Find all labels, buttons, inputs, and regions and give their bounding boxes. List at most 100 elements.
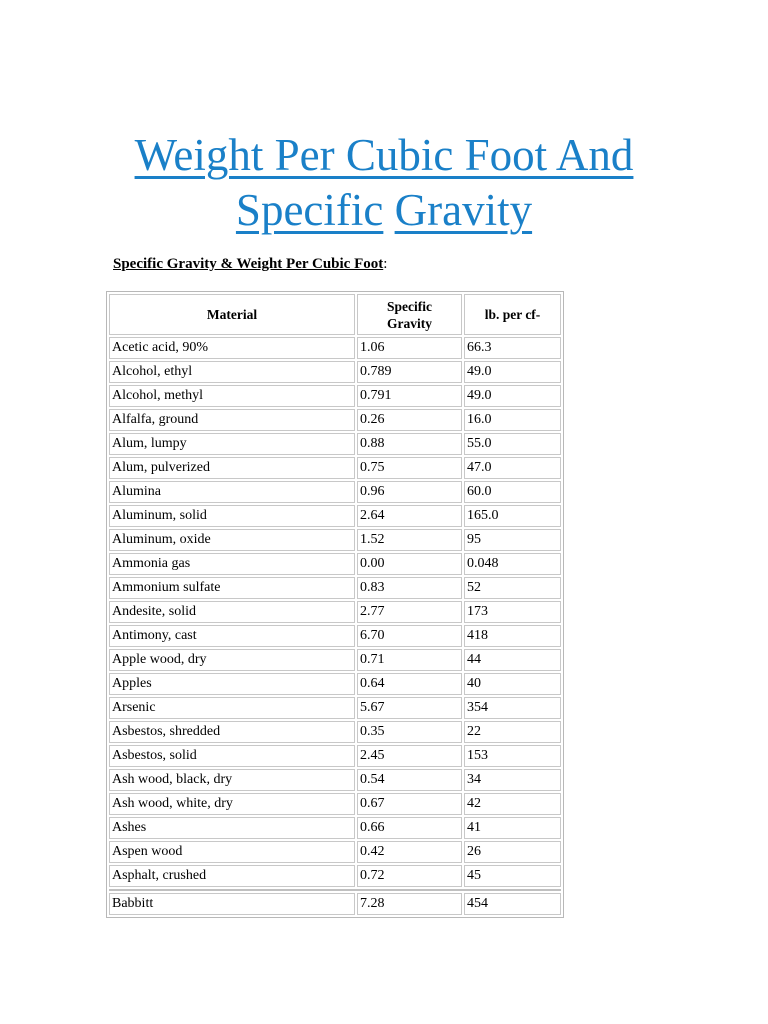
cell-lb-per-cf: 354	[464, 697, 561, 719]
cell-specific-gravity: 0.75	[357, 457, 462, 479]
cell-lb-per-cf: 41	[464, 817, 561, 839]
cell-specific-gravity: 0.26	[357, 409, 462, 431]
table-row: Asphalt, crushed 0.72 45	[109, 865, 561, 887]
cell-lb-per-cf: 60.0	[464, 481, 561, 503]
header-sg-line1: Specific	[387, 298, 432, 314]
cell-specific-gravity: 0.88	[357, 433, 462, 455]
table-caption-text: Specific Gravity & Weight Per Cubic Foot	[113, 256, 384, 272]
cell-lb-per-cf: 0.048	[464, 553, 561, 575]
table-row: Ash wood, black, dry 0.54 34	[109, 769, 561, 791]
cell-lb-per-cf: 34	[464, 769, 561, 791]
header-sg-line2: Gravity	[387, 315, 432, 331]
table-section-break	[109, 889, 561, 891]
cell-specific-gravity: 2.77	[357, 601, 462, 623]
cell-material: Alcohol, ethyl	[109, 361, 355, 383]
table-header-row: Material Specific Gravity lb. per cf-	[109, 294, 561, 335]
table-row: Antimony, cast 6.70 418	[109, 625, 561, 647]
table-section-break-cell	[109, 889, 561, 891]
cell-specific-gravity: 0.54	[357, 769, 462, 791]
cell-specific-gravity: 1.52	[357, 529, 462, 551]
cell-lb-per-cf: 26	[464, 841, 561, 863]
cell-lb-per-cf: 22	[464, 721, 561, 743]
cell-material: Ash wood, black, dry	[109, 769, 355, 791]
table-row: Apples 0.64 40	[109, 673, 561, 695]
cell-material: Alcohol, methyl	[109, 385, 355, 407]
cell-specific-gravity: 0.71	[357, 649, 462, 671]
table-row: Aluminum, oxide 1.52 95	[109, 529, 561, 551]
cell-specific-gravity: 0.00	[357, 553, 462, 575]
cell-specific-gravity: 7.28	[357, 893, 462, 915]
cell-specific-gravity: 0.791	[357, 385, 462, 407]
cell-specific-gravity: 0.67	[357, 793, 462, 815]
table-row: Aluminum, solid 2.64 165.0	[109, 505, 561, 527]
table-body: Acetic acid, 90% 1.06 66.3 Alcohol, ethyl 0.…	[109, 337, 561, 915]
cell-material: Babbitt	[109, 893, 355, 915]
table-row: Arsenic 5.67 354	[109, 697, 561, 719]
cell-lb-per-cf: 47.0	[464, 457, 561, 479]
cell-material: Antimony, cast	[109, 625, 355, 647]
cell-material: Alfalfa, ground	[109, 409, 355, 431]
cell-lb-per-cf: 165.0	[464, 505, 561, 527]
cell-lb-per-cf: 173	[464, 601, 561, 623]
cell-lb-per-cf: 40	[464, 673, 561, 695]
cell-lb-per-cf: 49.0	[464, 385, 561, 407]
cell-material: Acetic acid, 90%	[109, 337, 355, 359]
table-row: Ammonium sulfate 0.83 52	[109, 577, 561, 599]
table-row: Ammonia gas 0.00 0.048	[109, 553, 561, 575]
cell-lb-per-cf: 44	[464, 649, 561, 671]
table-row: Alum, pulverized 0.75 47.0	[109, 457, 561, 479]
cell-specific-gravity: 0.66	[357, 817, 462, 839]
cell-material: Ash wood, white, dry	[109, 793, 355, 815]
table-row: Babbitt 7.28 454	[109, 893, 561, 915]
cell-lb-per-cf: 42	[464, 793, 561, 815]
cell-material: Andesite, solid	[109, 601, 355, 623]
cell-specific-gravity: 2.64	[357, 505, 462, 527]
table-row: Alcohol, methyl 0.791 49.0	[109, 385, 561, 407]
table-row: Alfalfa, ground 0.26 16.0	[109, 409, 561, 431]
table-row: Asbestos, shredded 0.35 22	[109, 721, 561, 743]
table-caption-colon: :	[383, 256, 388, 272]
header-material: Material	[109, 294, 355, 335]
title-link-specific[interactable]: Specific	[235, 185, 384, 235]
cell-specific-gravity: 0.42	[357, 841, 462, 863]
title-link-main[interactable]: Weight Per Cubic Foot And	[134, 130, 634, 180]
cell-specific-gravity: 1.06	[357, 337, 462, 359]
cell-specific-gravity: 0.64	[357, 673, 462, 695]
cell-lb-per-cf: 418	[464, 625, 561, 647]
table-row: Ashes 0.66 41	[109, 817, 561, 839]
header-lb-per-cf: lb. per cf-	[464, 294, 561, 335]
table-row: Alcohol, ethyl 0.789 49.0	[109, 361, 561, 383]
table-row: Aspen wood 0.42 26	[109, 841, 561, 863]
cell-material: Asbestos, shredded	[109, 721, 355, 743]
table-row: Ash wood, white, dry 0.67 42	[109, 793, 561, 815]
table-row: Asbestos, solid 2.45 153	[109, 745, 561, 767]
table-row: Alumina 0.96 60.0	[109, 481, 561, 503]
cell-material: Aspen wood	[109, 841, 355, 863]
specific-gravity-table: Material Specific Gravity lb. per cf- Ace…	[106, 291, 564, 918]
page-title: Weight Per Cubic Foot And Specific Gravi…	[0, 128, 768, 238]
cell-material: Asbestos, solid	[109, 745, 355, 767]
header-specific-gravity: Specific Gravity	[357, 294, 462, 335]
cell-specific-gravity: 0.96	[357, 481, 462, 503]
cell-material: Ashes	[109, 817, 355, 839]
cell-lb-per-cf: 16.0	[464, 409, 561, 431]
cell-specific-gravity: 0.72	[357, 865, 462, 887]
cell-lb-per-cf: 95	[464, 529, 561, 551]
cell-lb-per-cf: 45	[464, 865, 561, 887]
cell-specific-gravity: 0.35	[357, 721, 462, 743]
cell-material: Arsenic	[109, 697, 355, 719]
cell-material: Ammonium sulfate	[109, 577, 355, 599]
cell-material: Aluminum, solid	[109, 505, 355, 527]
title-link-gravity[interactable]: Gravity	[394, 185, 533, 235]
table-row: Apple wood, dry 0.71 44	[109, 649, 561, 671]
cell-material: Ammonia gas	[109, 553, 355, 575]
table-caption: Specific Gravity & Weight Per Cubic Foot…	[113, 256, 387, 273]
cell-specific-gravity: 0.83	[357, 577, 462, 599]
cell-material: Apples	[109, 673, 355, 695]
cell-specific-gravity: 6.70	[357, 625, 462, 647]
cell-specific-gravity: 5.67	[357, 697, 462, 719]
cell-lb-per-cf: 454	[464, 893, 561, 915]
cell-material: Alumina	[109, 481, 355, 503]
cell-lb-per-cf: 55.0	[464, 433, 561, 455]
cell-lb-per-cf: 52	[464, 577, 561, 599]
